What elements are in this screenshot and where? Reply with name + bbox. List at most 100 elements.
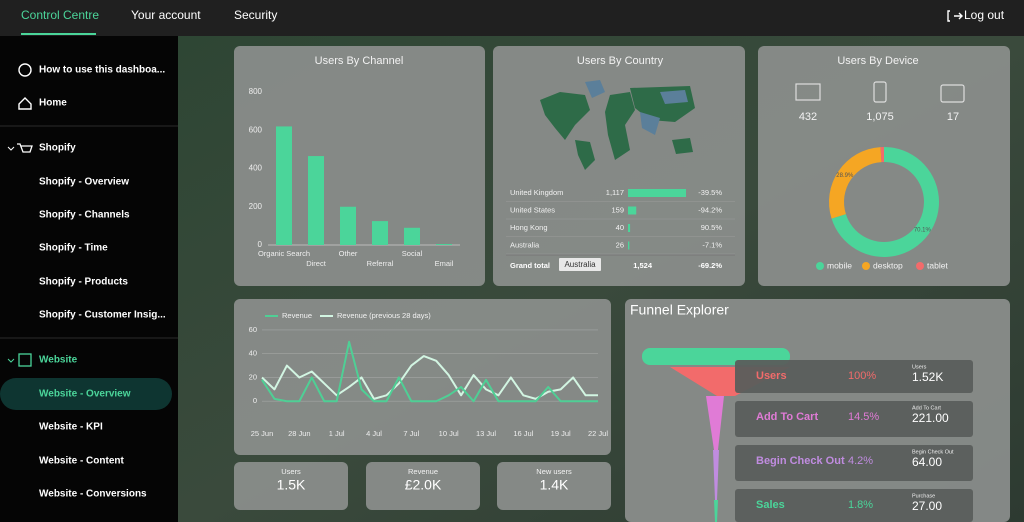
stage-label: Begin Check Out bbox=[912, 449, 954, 455]
legend-label: tablet bbox=[927, 260, 948, 270]
x-tick-label: Organic Search bbox=[258, 249, 310, 258]
logout[interactable]: Log out bbox=[964, 8, 1005, 22]
stage-box bbox=[735, 445, 973, 481]
stage-name: Begin Check Out bbox=[756, 455, 845, 467]
stage-rate: 100% bbox=[848, 370, 876, 382]
y-tick-label: 20 bbox=[249, 372, 257, 381]
x-tick-label: 1 Jul bbox=[329, 429, 345, 438]
y-tick-label: 40 bbox=[249, 349, 257, 358]
legend-label: desktop bbox=[873, 260, 903, 270]
top-bar bbox=[0, 0, 1024, 36]
tablet-icon bbox=[940, 84, 965, 103]
bar bbox=[276, 126, 292, 245]
country-name: United Kingdom bbox=[510, 188, 563, 197]
nav-tab[interactable]: Your account bbox=[131, 8, 201, 22]
scorecard-label: New users bbox=[536, 467, 572, 476]
x-tick-label: 28 Jun bbox=[288, 429, 311, 438]
x-tick-label: 10 Jul bbox=[439, 429, 459, 438]
card-title: Users By Country bbox=[577, 55, 664, 67]
sidebar-item[interactable]: Shopify - Products bbox=[39, 277, 128, 288]
users-bar bbox=[628, 241, 630, 250]
stage-value: 64.00 bbox=[912, 455, 942, 469]
card bbox=[493, 46, 745, 286]
x-tick-label: 19 Jul bbox=[551, 429, 571, 438]
y-tick-label: 60 bbox=[249, 325, 257, 334]
stage-value: 221.00 bbox=[912, 411, 949, 425]
card bbox=[234, 299, 611, 455]
nav-tab[interactable]: Security bbox=[234, 8, 277, 22]
chart-title: Users By Device bbox=[837, 55, 918, 67]
stage-rate: 1.8% bbox=[848, 499, 873, 511]
legend-swatch bbox=[862, 262, 870, 270]
x-tick-label: 16 Jul bbox=[513, 429, 533, 438]
sidebar-item[interactable]: Website - Content bbox=[39, 456, 124, 467]
home-icon bbox=[18, 97, 32, 110]
country-name: Australia bbox=[510, 240, 540, 249]
world-map bbox=[540, 80, 695, 170]
sidebar-item[interactable]: Website - Overview bbox=[39, 389, 131, 400]
stage-label: Purchase bbox=[912, 493, 935, 499]
cart-icon bbox=[17, 143, 33, 153]
line-series bbox=[261, 340, 598, 403]
donut-slice bbox=[829, 147, 882, 219]
donut-slice bbox=[880, 147, 884, 163]
sidebar-item[interactable]: Website - Conversions bbox=[39, 489, 147, 500]
stage-name: Users bbox=[756, 370, 787, 382]
sidebar-item[interactable]: How to use this dashboa... bbox=[39, 65, 165, 76]
caret bbox=[7, 146, 15, 151]
sidebar-item[interactable]: Website bbox=[39, 355, 78, 366]
logout-icon bbox=[947, 10, 963, 22]
sidebar-item[interactable]: Website - KPI bbox=[39, 422, 103, 433]
slice-label: 28.9% bbox=[836, 173, 854, 179]
scorecard-label: Revenue bbox=[408, 467, 438, 476]
x-tick-label: Referral bbox=[367, 259, 394, 268]
stage-rate: 4.2% bbox=[848, 455, 873, 467]
desktop-icon bbox=[795, 83, 821, 101]
nav-tab[interactable]: Control Centre bbox=[21, 8, 99, 22]
y-tick-label: 400 bbox=[249, 164, 263, 173]
users-bar bbox=[628, 224, 631, 232]
legend-swatch bbox=[916, 262, 924, 270]
sidebar-item[interactable]: Shopify - Overview bbox=[39, 177, 129, 188]
x-tick-label: 4 Jul bbox=[366, 429, 382, 438]
stage-rate: 14.5% bbox=[848, 411, 879, 423]
bar bbox=[436, 244, 452, 245]
device-value: 17 bbox=[947, 111, 959, 123]
total-change: -69.2% bbox=[698, 261, 722, 270]
stage-box bbox=[735, 401, 973, 437]
legend-label: Revenue bbox=[282, 311, 312, 320]
x-tick-label: 22 Jul bbox=[588, 429, 608, 438]
sidebar-item[interactable]: Shopify - Customer Insig... bbox=[39, 310, 166, 321]
country-name: Hong Kong bbox=[510, 223, 548, 232]
sidebar-item[interactable]: Home bbox=[39, 98, 67, 109]
x-tick-label: 13 Jul bbox=[476, 429, 496, 438]
y-tick-label: 0 bbox=[258, 240, 263, 249]
active-item-highlight bbox=[0, 378, 172, 410]
y-tick-label: 0 bbox=[253, 396, 257, 405]
mobile-icon bbox=[873, 81, 887, 103]
change-value: 90.5% bbox=[701, 223, 723, 232]
y-tick-label: 200 bbox=[249, 202, 263, 211]
sidebar-item[interactable]: Shopify - Time bbox=[39, 243, 108, 254]
stage-value: 27.00 bbox=[912, 499, 942, 513]
change-value: -39.5% bbox=[698, 188, 722, 197]
card bbox=[366, 462, 480, 510]
filter-chip[interactable] bbox=[559, 258, 601, 271]
device-value: 432 bbox=[799, 111, 817, 123]
caret bbox=[7, 358, 15, 363]
stage-box bbox=[735, 360, 973, 393]
chart-title: Users By Channel bbox=[315, 55, 404, 67]
x-tick-label: Direct bbox=[306, 259, 327, 268]
stage-name: Add To Cart bbox=[756, 411, 818, 423]
card bbox=[234, 462, 348, 510]
slice-label: 70.1% bbox=[914, 228, 932, 234]
legend-label: Revenue (previous 28 days) bbox=[337, 311, 431, 320]
bar bbox=[308, 156, 324, 245]
stage-box bbox=[735, 489, 973, 522]
sidebar-item[interactable]: Shopify bbox=[39, 143, 76, 154]
x-tick-label: Social bbox=[402, 249, 423, 258]
users-bar bbox=[628, 189, 686, 197]
sidebar-item[interactable]: Shopify - Channels bbox=[39, 210, 130, 221]
scorecard-value: 1.4K bbox=[540, 477, 569, 493]
